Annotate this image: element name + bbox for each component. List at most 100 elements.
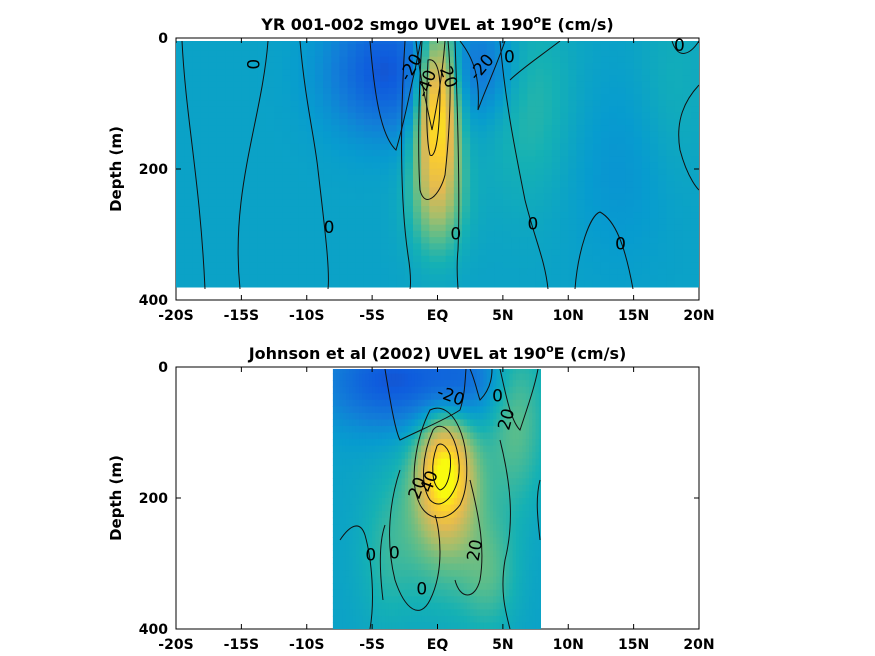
- field-cell: [460, 596, 465, 604]
- field-cell: [359, 399, 363, 407]
- field-cell: [339, 399, 344, 407]
- field-cell: [216, 212, 226, 220]
- field-cell: [666, 162, 676, 170]
- field-cell: [511, 218, 520, 226]
- field-cell: [216, 62, 226, 70]
- field-cell: [519, 150, 528, 157]
- field-cell: [225, 193, 234, 201]
- field-cell: [600, 137, 610, 145]
- field-cell: [398, 602, 403, 610]
- field-cell: [429, 137, 439, 145]
- field-cell: [682, 218, 692, 226]
- field-cell: [362, 369, 367, 375]
- field-cell: [396, 174, 406, 182]
- field-cell: [649, 168, 659, 176]
- field-cell: [489, 517, 494, 525]
- field-cell: [690, 206, 699, 213]
- field-cell: [600, 249, 610, 257]
- field-cell: [184, 87, 193, 95]
- field-cell: [457, 393, 461, 401]
- field-cell: [457, 498, 461, 506]
- field-cell: [509, 583, 514, 591]
- field-cell: [176, 255, 185, 263]
- field-cell: [216, 262, 226, 269]
- field-cell: [372, 162, 381, 170]
- field-cell: [641, 150, 651, 157]
- field-cell: [633, 156, 643, 164]
- field-cell: [466, 517, 471, 525]
- field-cell: [476, 504, 481, 512]
- field-cell: [666, 212, 676, 220]
- field-cell: [349, 458, 354, 466]
- field-cell: [388, 174, 398, 182]
- field-cell: [690, 81, 699, 89]
- field-cell: [509, 452, 514, 460]
- field-cell: [527, 87, 537, 95]
- field-cell: [502, 576, 507, 584]
- field-cell: [535, 118, 545, 126]
- field-cell: [462, 174, 471, 182]
- field-cell: [380, 243, 390, 251]
- field-cell: [649, 100, 659, 108]
- field-cell: [486, 174, 496, 182]
- field-cell: [489, 524, 494, 532]
- field-cell: [617, 162, 627, 170]
- field-cell: [355, 380, 360, 388]
- field-cell: [535, 230, 545, 238]
- field-cell: [345, 471, 350, 479]
- field-cell: [453, 570, 458, 578]
- field-cell: [515, 498, 520, 506]
- field-cell: [306, 125, 316, 132]
- field-cell: [192, 94, 202, 101]
- field-cell: [323, 268, 332, 276]
- field-cell: [372, 174, 381, 182]
- field-cell: [362, 439, 367, 447]
- field-cell: [584, 181, 594, 188]
- field-cell: [298, 156, 308, 164]
- field-cell: [486, 162, 496, 170]
- field-cell: [412, 280, 422, 288]
- field-cell: [453, 262, 463, 269]
- field-cell: [365, 399, 370, 407]
- field-cell: [378, 602, 383, 610]
- field-cell: [381, 583, 386, 591]
- field-cell: [421, 439, 426, 447]
- field-cell: [625, 150, 635, 157]
- field-cell: [391, 615, 396, 624]
- field-cell: [584, 243, 594, 251]
- field-cell: [241, 44, 251, 52]
- field-cell: [506, 484, 511, 493]
- field-cell: [584, 69, 594, 76]
- field-cell: [450, 504, 455, 512]
- field-cell: [592, 168, 602, 176]
- field-cell: [466, 556, 471, 565]
- field-cell: [473, 504, 478, 512]
- field-cell: [470, 218, 479, 226]
- field-cell: [576, 199, 586, 207]
- field-cell: [336, 570, 341, 578]
- field-cell: [306, 187, 316, 195]
- field-cell: [362, 570, 367, 578]
- field-cell: [385, 498, 390, 506]
- field-cell: [641, 243, 651, 251]
- field-cell: [502, 615, 507, 624]
- field-cell: [396, 212, 406, 220]
- field-cell: [372, 373, 376, 381]
- field-cell: [609, 268, 618, 276]
- field-cell: [486, 150, 496, 157]
- field-cell: [633, 199, 643, 207]
- field-cell: [347, 150, 357, 157]
- field-cell: [682, 56, 692, 64]
- field-cell: [355, 622, 360, 629]
- field-cell: [306, 181, 316, 188]
- field-cell: [355, 386, 360, 394]
- field-cell: [208, 41, 218, 45]
- contour-label: 0: [450, 225, 461, 245]
- field-cell: [450, 563, 455, 571]
- field-cell: [257, 224, 267, 232]
- field-cell: [388, 181, 398, 188]
- field-cell: [666, 218, 676, 226]
- field-cell: [489, 609, 494, 617]
- field-cell: [494, 212, 504, 220]
- field-cell: [525, 563, 530, 571]
